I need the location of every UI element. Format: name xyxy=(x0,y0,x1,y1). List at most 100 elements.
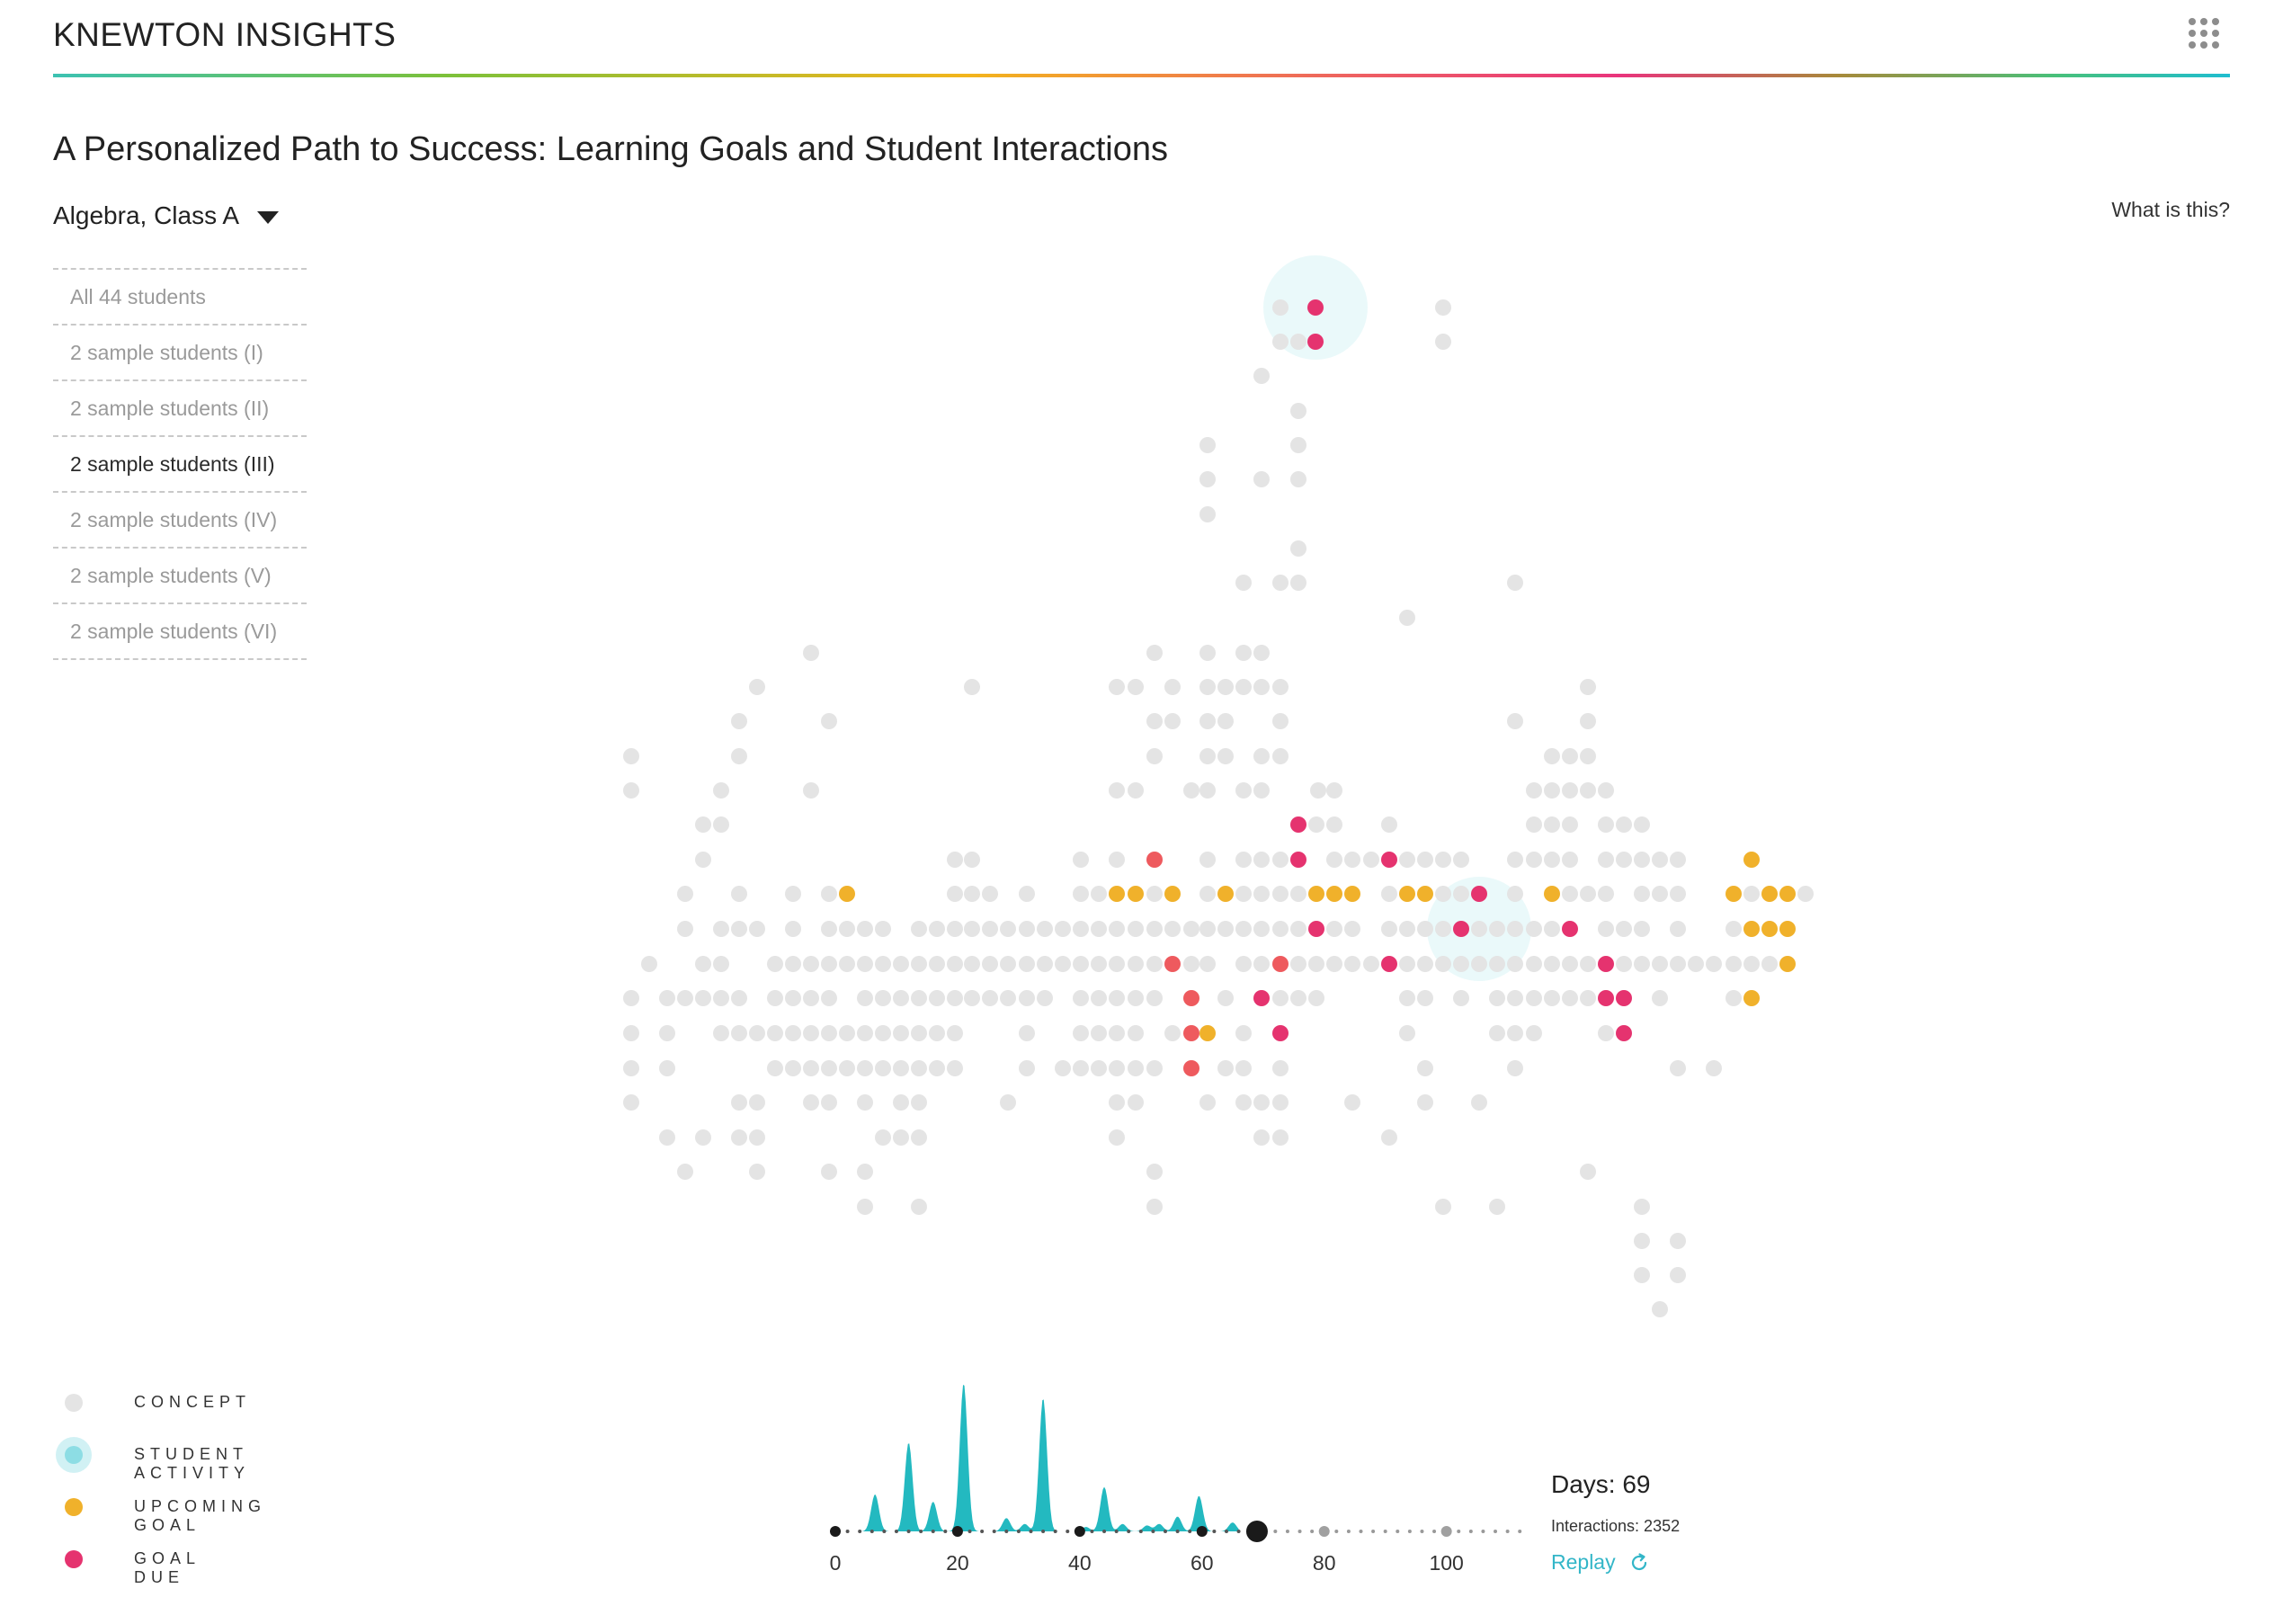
replay-button[interactable]: Replay xyxy=(1551,1550,1680,1575)
student-filter-item[interactable]: 2 sample students (VI) xyxy=(53,602,307,660)
concept-node[interactable] xyxy=(1598,782,1614,799)
concept-node[interactable] xyxy=(623,990,639,1006)
goal-due-node[interactable] xyxy=(1616,990,1632,1006)
concept-node[interactable] xyxy=(1109,990,1125,1006)
concept-node[interactable] xyxy=(964,679,980,695)
concept-node[interactable] xyxy=(893,956,909,972)
concept-node[interactable] xyxy=(1544,748,1560,764)
concept-node[interactable] xyxy=(1417,852,1433,868)
concept-node[interactable] xyxy=(857,990,873,1006)
student-filter-item[interactable]: 2 sample students (II) xyxy=(53,379,307,435)
concept-node[interactable] xyxy=(1580,748,1596,764)
concept-node[interactable] xyxy=(1037,990,1053,1006)
upcoming-goal-node[interactable] xyxy=(839,886,855,902)
concept-node[interactable] xyxy=(1399,852,1415,868)
concept-node[interactable] xyxy=(1019,1025,1035,1041)
concept-node[interactable] xyxy=(1272,852,1289,868)
concept-node[interactable] xyxy=(821,1060,837,1076)
concept-node[interactable] xyxy=(1526,782,1542,799)
student-filter-item-active[interactable]: 2 sample students (III) xyxy=(53,435,307,491)
concept-node[interactable] xyxy=(1073,1060,1089,1076)
concept-node[interactable] xyxy=(1652,990,1668,1006)
concept-node[interactable] xyxy=(1310,782,1326,799)
goal-due-node[interactable] xyxy=(1183,990,1199,1006)
concept-node[interactable] xyxy=(1471,1094,1487,1111)
concept-node[interactable] xyxy=(803,645,819,661)
concept-node[interactable] xyxy=(1471,956,1487,972)
concept-node[interactable] xyxy=(1235,956,1252,972)
concept-node[interactable] xyxy=(1381,886,1397,902)
concept-node[interactable] xyxy=(1326,956,1342,972)
concept-node[interactable] xyxy=(964,990,980,1006)
concept-node[interactable] xyxy=(713,956,729,972)
concept-node[interactable] xyxy=(677,886,693,902)
concept-node[interactable] xyxy=(1634,1233,1650,1249)
concept-node[interactable] xyxy=(1235,921,1252,937)
concept-node[interactable] xyxy=(803,1060,819,1076)
concept-node[interactable] xyxy=(1146,886,1163,902)
concept-node[interactable] xyxy=(1073,956,1089,972)
concept-node[interactable] xyxy=(749,1164,765,1180)
concept-node[interactable] xyxy=(1381,1129,1397,1146)
upcoming-goal-node[interactable] xyxy=(1399,886,1415,902)
concept-node[interactable] xyxy=(1326,921,1342,937)
concept-node[interactable] xyxy=(1128,956,1144,972)
concept-node[interactable] xyxy=(982,990,998,1006)
concept-node[interactable] xyxy=(1344,956,1360,972)
concept-node[interactable] xyxy=(911,921,927,937)
concept-node[interactable] xyxy=(1019,921,1035,937)
concept-node[interactable] xyxy=(695,816,711,833)
concept-node[interactable] xyxy=(1000,956,1016,972)
concept-node[interactable] xyxy=(1253,645,1270,661)
concept-node[interactable] xyxy=(1453,990,1469,1006)
concept-node[interactable] xyxy=(1435,886,1451,902)
concept-node[interactable] xyxy=(1073,921,1089,937)
concept-node[interactable] xyxy=(785,990,801,1006)
concept-node[interactable] xyxy=(1507,956,1523,972)
concept-node[interactable] xyxy=(1417,921,1433,937)
concept-node[interactable] xyxy=(1743,886,1760,902)
concept-node[interactable] xyxy=(857,1025,873,1041)
goal-due-node[interactable] xyxy=(1562,921,1578,937)
concept-node[interactable] xyxy=(875,956,891,972)
concept-node[interactable] xyxy=(623,1094,639,1111)
concept-node[interactable] xyxy=(1290,437,1306,453)
concept-node[interactable] xyxy=(1652,852,1668,868)
upcoming-goal-node[interactable] xyxy=(1128,886,1144,902)
goal-due-node[interactable] xyxy=(1308,921,1324,937)
concept-node[interactable] xyxy=(1272,713,1289,729)
concept-node[interactable] xyxy=(1217,990,1234,1006)
concept-node[interactable] xyxy=(1290,334,1306,350)
goal-due-node[interactable] xyxy=(1453,921,1469,937)
goal-due-node[interactable] xyxy=(1253,990,1270,1006)
concept-node[interactable] xyxy=(1598,816,1614,833)
concept-node[interactable] xyxy=(713,1025,729,1041)
concept-node[interactable] xyxy=(1199,713,1216,729)
upcoming-goal-node[interactable] xyxy=(1344,886,1360,902)
upcoming-goal-node[interactable] xyxy=(1199,1025,1216,1041)
concept-node[interactable] xyxy=(1235,645,1252,661)
concept-node[interactable] xyxy=(1688,956,1704,972)
concept-node[interactable] xyxy=(1109,1025,1125,1041)
student-filter-item[interactable]: 2 sample students (V) xyxy=(53,547,307,602)
concept-node[interactable] xyxy=(749,1025,765,1041)
concept-node[interactable] xyxy=(1272,886,1289,902)
concept-node[interactable] xyxy=(1091,921,1107,937)
concept-node[interactable] xyxy=(1363,852,1379,868)
concept-node[interactable] xyxy=(767,990,783,1006)
concept-node[interactable] xyxy=(1598,921,1614,937)
goal-due-node[interactable] xyxy=(1183,1025,1199,1041)
concept-node[interactable] xyxy=(1670,1267,1686,1283)
concept-node[interactable] xyxy=(659,1129,675,1146)
concept-node[interactable] xyxy=(1706,1060,1722,1076)
concept-node[interactable] xyxy=(1562,816,1578,833)
concept-node[interactable] xyxy=(803,990,819,1006)
concept-node[interactable] xyxy=(821,886,837,902)
concept-node[interactable] xyxy=(1091,956,1107,972)
goal-due-node[interactable] xyxy=(1616,1025,1632,1041)
concept-node[interactable] xyxy=(1217,713,1234,729)
concept-node[interactable] xyxy=(964,852,980,868)
concept-node[interactable] xyxy=(1507,921,1523,937)
concept-node[interactable] xyxy=(929,1025,945,1041)
what-is-this-link[interactable]: What is this? xyxy=(2111,198,2230,221)
